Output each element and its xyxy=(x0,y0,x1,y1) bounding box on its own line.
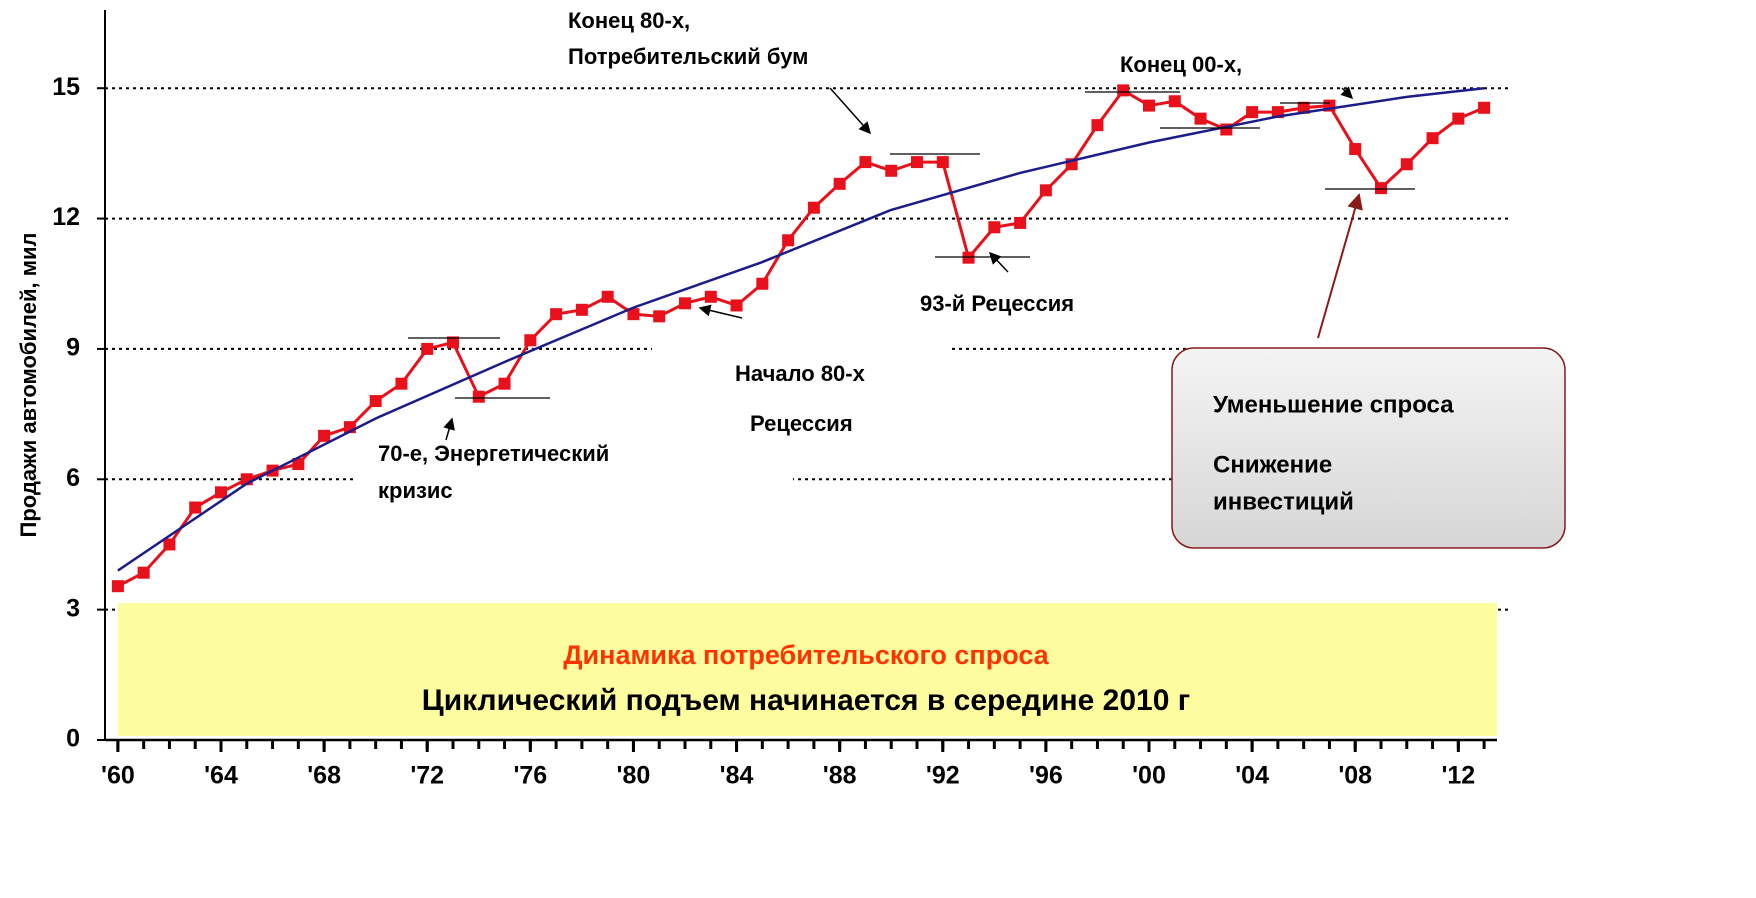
callout-box xyxy=(1171,347,1566,549)
point xyxy=(395,377,408,390)
y-axis-label: Продажи автомобилей, мил xyxy=(16,233,41,538)
point xyxy=(550,308,563,321)
x-tick-label: '84 xyxy=(720,762,754,790)
annotation: Конец 00-х, xyxy=(1120,52,1242,77)
x-tick-label: '08 xyxy=(1338,762,1372,790)
point xyxy=(1143,99,1155,112)
point xyxy=(730,299,743,312)
point xyxy=(1091,119,1104,132)
point xyxy=(936,156,949,169)
point xyxy=(885,164,898,177)
series-line xyxy=(117,86,1485,572)
grid-gap xyxy=(357,465,793,495)
point xyxy=(601,290,614,303)
banner-subtitle: Циклический подъем начинается в середине… xyxy=(422,684,1190,717)
level-lines xyxy=(408,91,1415,399)
x-tick-label: '64 xyxy=(204,762,238,790)
y-tick-label: 6 xyxy=(66,464,80,492)
point xyxy=(1426,132,1439,145)
point xyxy=(1400,158,1413,171)
point xyxy=(472,390,485,403)
callout-arrow xyxy=(1317,193,1363,339)
point xyxy=(911,156,923,169)
x-tick-label: '92 xyxy=(926,762,960,790)
y-tick-label: 12 xyxy=(52,203,80,231)
point xyxy=(807,201,820,214)
point xyxy=(1349,143,1362,156)
annotation: Потребительский бум xyxy=(568,44,808,69)
point xyxy=(782,234,795,247)
annotation: кризис xyxy=(378,478,453,503)
point xyxy=(859,156,872,169)
point xyxy=(524,334,537,347)
banner xyxy=(118,603,1497,736)
point xyxy=(1246,106,1259,119)
annotation: Конец 80-х, xyxy=(568,8,690,33)
point xyxy=(292,458,305,471)
callout-text: инвестиций xyxy=(1213,488,1354,515)
point xyxy=(1117,84,1130,97)
point xyxy=(575,303,588,316)
point xyxy=(1194,112,1207,125)
y-tick-label: 0 xyxy=(66,725,80,753)
banner-title: Динамика потребительского спроса xyxy=(563,640,1049,670)
x-tick-label: '68 xyxy=(307,762,341,790)
x-tick-label: '60 xyxy=(101,762,135,790)
point xyxy=(988,221,1001,234)
point xyxy=(111,580,124,593)
annotation: Начало 80-х xyxy=(735,361,866,386)
point xyxy=(653,310,666,323)
callout-text: Снижение xyxy=(1213,451,1332,478)
x-tick-label: '04 xyxy=(1235,762,1269,790)
y-tick-label: 9 xyxy=(66,334,80,362)
x-tick-label: '00 xyxy=(1132,762,1166,790)
point xyxy=(833,177,846,190)
point xyxy=(962,251,975,264)
annotation: 70-е, Энергетический xyxy=(378,441,609,466)
point xyxy=(704,290,717,303)
point xyxy=(189,501,202,514)
point xyxy=(1478,101,1491,114)
annotation: Рецессия xyxy=(750,411,853,436)
point xyxy=(318,429,331,442)
point xyxy=(447,336,459,349)
grid-gap xyxy=(652,335,952,365)
annotation: 93-й Рецессия xyxy=(920,291,1074,316)
point xyxy=(215,486,227,499)
point xyxy=(163,538,176,551)
point xyxy=(1039,184,1052,197)
point xyxy=(1452,112,1465,125)
y-tick-label: 15 xyxy=(52,73,80,101)
point xyxy=(627,308,640,321)
y-tick-label: 3 xyxy=(66,594,80,622)
point xyxy=(1014,216,1027,229)
x-tick-label: '88 xyxy=(823,762,857,790)
callout-text: Уменьшение спроса xyxy=(1213,391,1454,418)
point xyxy=(1375,182,1387,195)
x-tick-label: '12 xyxy=(1441,762,1475,790)
point xyxy=(756,277,769,290)
point xyxy=(369,395,382,408)
point xyxy=(1297,101,1310,114)
x-tick-label: '72 xyxy=(410,762,444,790)
point xyxy=(421,342,434,355)
x-tick-label: '80 xyxy=(617,762,651,790)
arrows xyxy=(443,86,1354,441)
point xyxy=(498,377,511,390)
point xyxy=(1168,95,1181,108)
x-tick-label: '96 xyxy=(1029,762,1063,790)
x-tick-label: '76 xyxy=(513,762,547,790)
point xyxy=(137,566,150,579)
point xyxy=(679,297,691,310)
